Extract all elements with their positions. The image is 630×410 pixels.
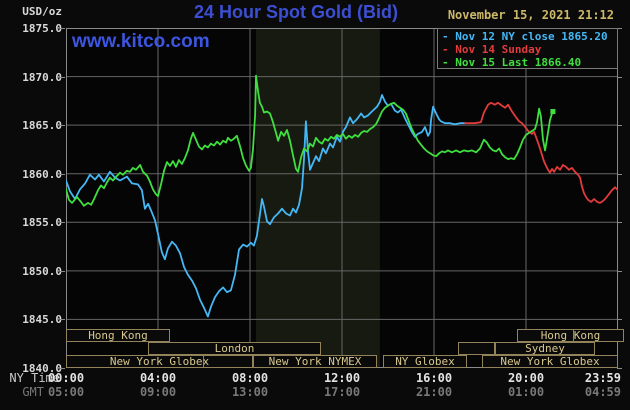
nymex-session-highlight-band [255,28,380,368]
kitco-watermark-link[interactable]: www.kitco.com [72,31,210,52]
legend-item: - Nov 15 Last 1866.40 [442,56,582,69]
axis-tick-mark [617,125,622,127]
y-axis-tick-label: 1855.0 [22,216,62,230]
y-axis-tick-label: 1875.0 [22,22,62,35]
last-price-dot [550,109,556,115]
axis-tick-mark [60,270,65,272]
chart-datetime: November 15, 2021 21:12 [447,8,614,22]
axis-tick-mark [60,28,65,29]
ny-time-tick-label: 20:00 [507,371,545,385]
axis-tick-mark [617,222,622,224]
y-axis-tick-label: 1845.0 [22,313,62,327]
axis-tick-mark [617,76,622,78]
gmt-time-tick-label: 09:00 [139,385,177,399]
ny-time-tick-label: 12:00 [323,371,361,385]
gold-price-line-chart [65,28,619,368]
ny-time-tick-label: 00:00 [47,371,85,385]
axis-tick-mark [60,76,65,78]
ny-time-row-label: NY Time [9,371,60,385]
gmt-time-tick-label: 01:00 [507,385,545,399]
y-axis-tick-label: 1850.0 [22,264,62,278]
gmt-time-tick-label: 13:00 [231,385,269,399]
session-box-ny-globex: NY Globex [383,355,467,368]
session-box-divider [573,329,574,342]
series-line-nov-12 [65,94,467,318]
legend-item: - Nov 14 Sunday [442,43,542,56]
y-axis-unit-label: USD/oz [22,5,62,18]
axis-tick-mark [617,270,622,272]
session-box-hong-kong: Hong Kong [66,329,170,342]
axis-tick-mark [60,222,65,224]
session-box-hong-kong: Hong Kong [517,329,624,342]
ny-time-tick-label: 23:59 [584,371,621,385]
session-box-divider [203,355,204,368]
y-axis-tick-label: 1865.0 [22,119,62,133]
axis-tick-mark [617,28,622,29]
axis-tick-mark [60,368,65,369]
session-box-new-york-globex: New York Globex [66,355,253,368]
y-axis-tick-label: 1870.0 [22,70,62,84]
legend: - Nov 12 NY close 1865.20- Nov 14 Sunday… [437,28,618,69]
gmt-time-tick-label: 21:00 [415,385,453,399]
axis-tick-mark [617,368,622,369]
gmt-row-label: GMT [22,385,44,399]
axis-tick-mark [617,173,622,175]
axis-tick-mark [617,319,622,321]
session-box-london: London [148,342,321,355]
session-box-new-york-globex: New York Globex [482,355,618,368]
gmt-time-tick-label: 17:00 [323,385,361,399]
session-box-sydney: Sydney [495,342,595,355]
gmt-time-tick-label: 04:59 [584,385,621,399]
y-axis-tick-label: 1840.0 [22,362,62,375]
series-line-nov-14 [464,101,619,204]
y-axis-tick-label: 1860.0 [22,167,62,181]
plot-area [65,28,619,368]
series-line-nov-15 [65,74,554,207]
gmt-time-tick-label: 05:00 [47,385,85,399]
legend-item: - Nov 12 NY close 1865.20 [442,30,608,43]
ny-time-tick-label: 08:00 [231,371,269,385]
ny-time-tick-label: 16:00 [415,371,453,385]
session-box-new-york-nymex: New York NYMEX [253,355,377,368]
ny-time-tick-label: 04:00 [139,371,177,385]
chart-title: 24 Hour Spot Gold (Bid) [194,2,398,22]
axis-tick-mark [60,319,65,321]
axis-tick-mark [60,125,65,127]
axis-tick-mark [60,173,65,175]
session-box-empty [458,342,495,355]
